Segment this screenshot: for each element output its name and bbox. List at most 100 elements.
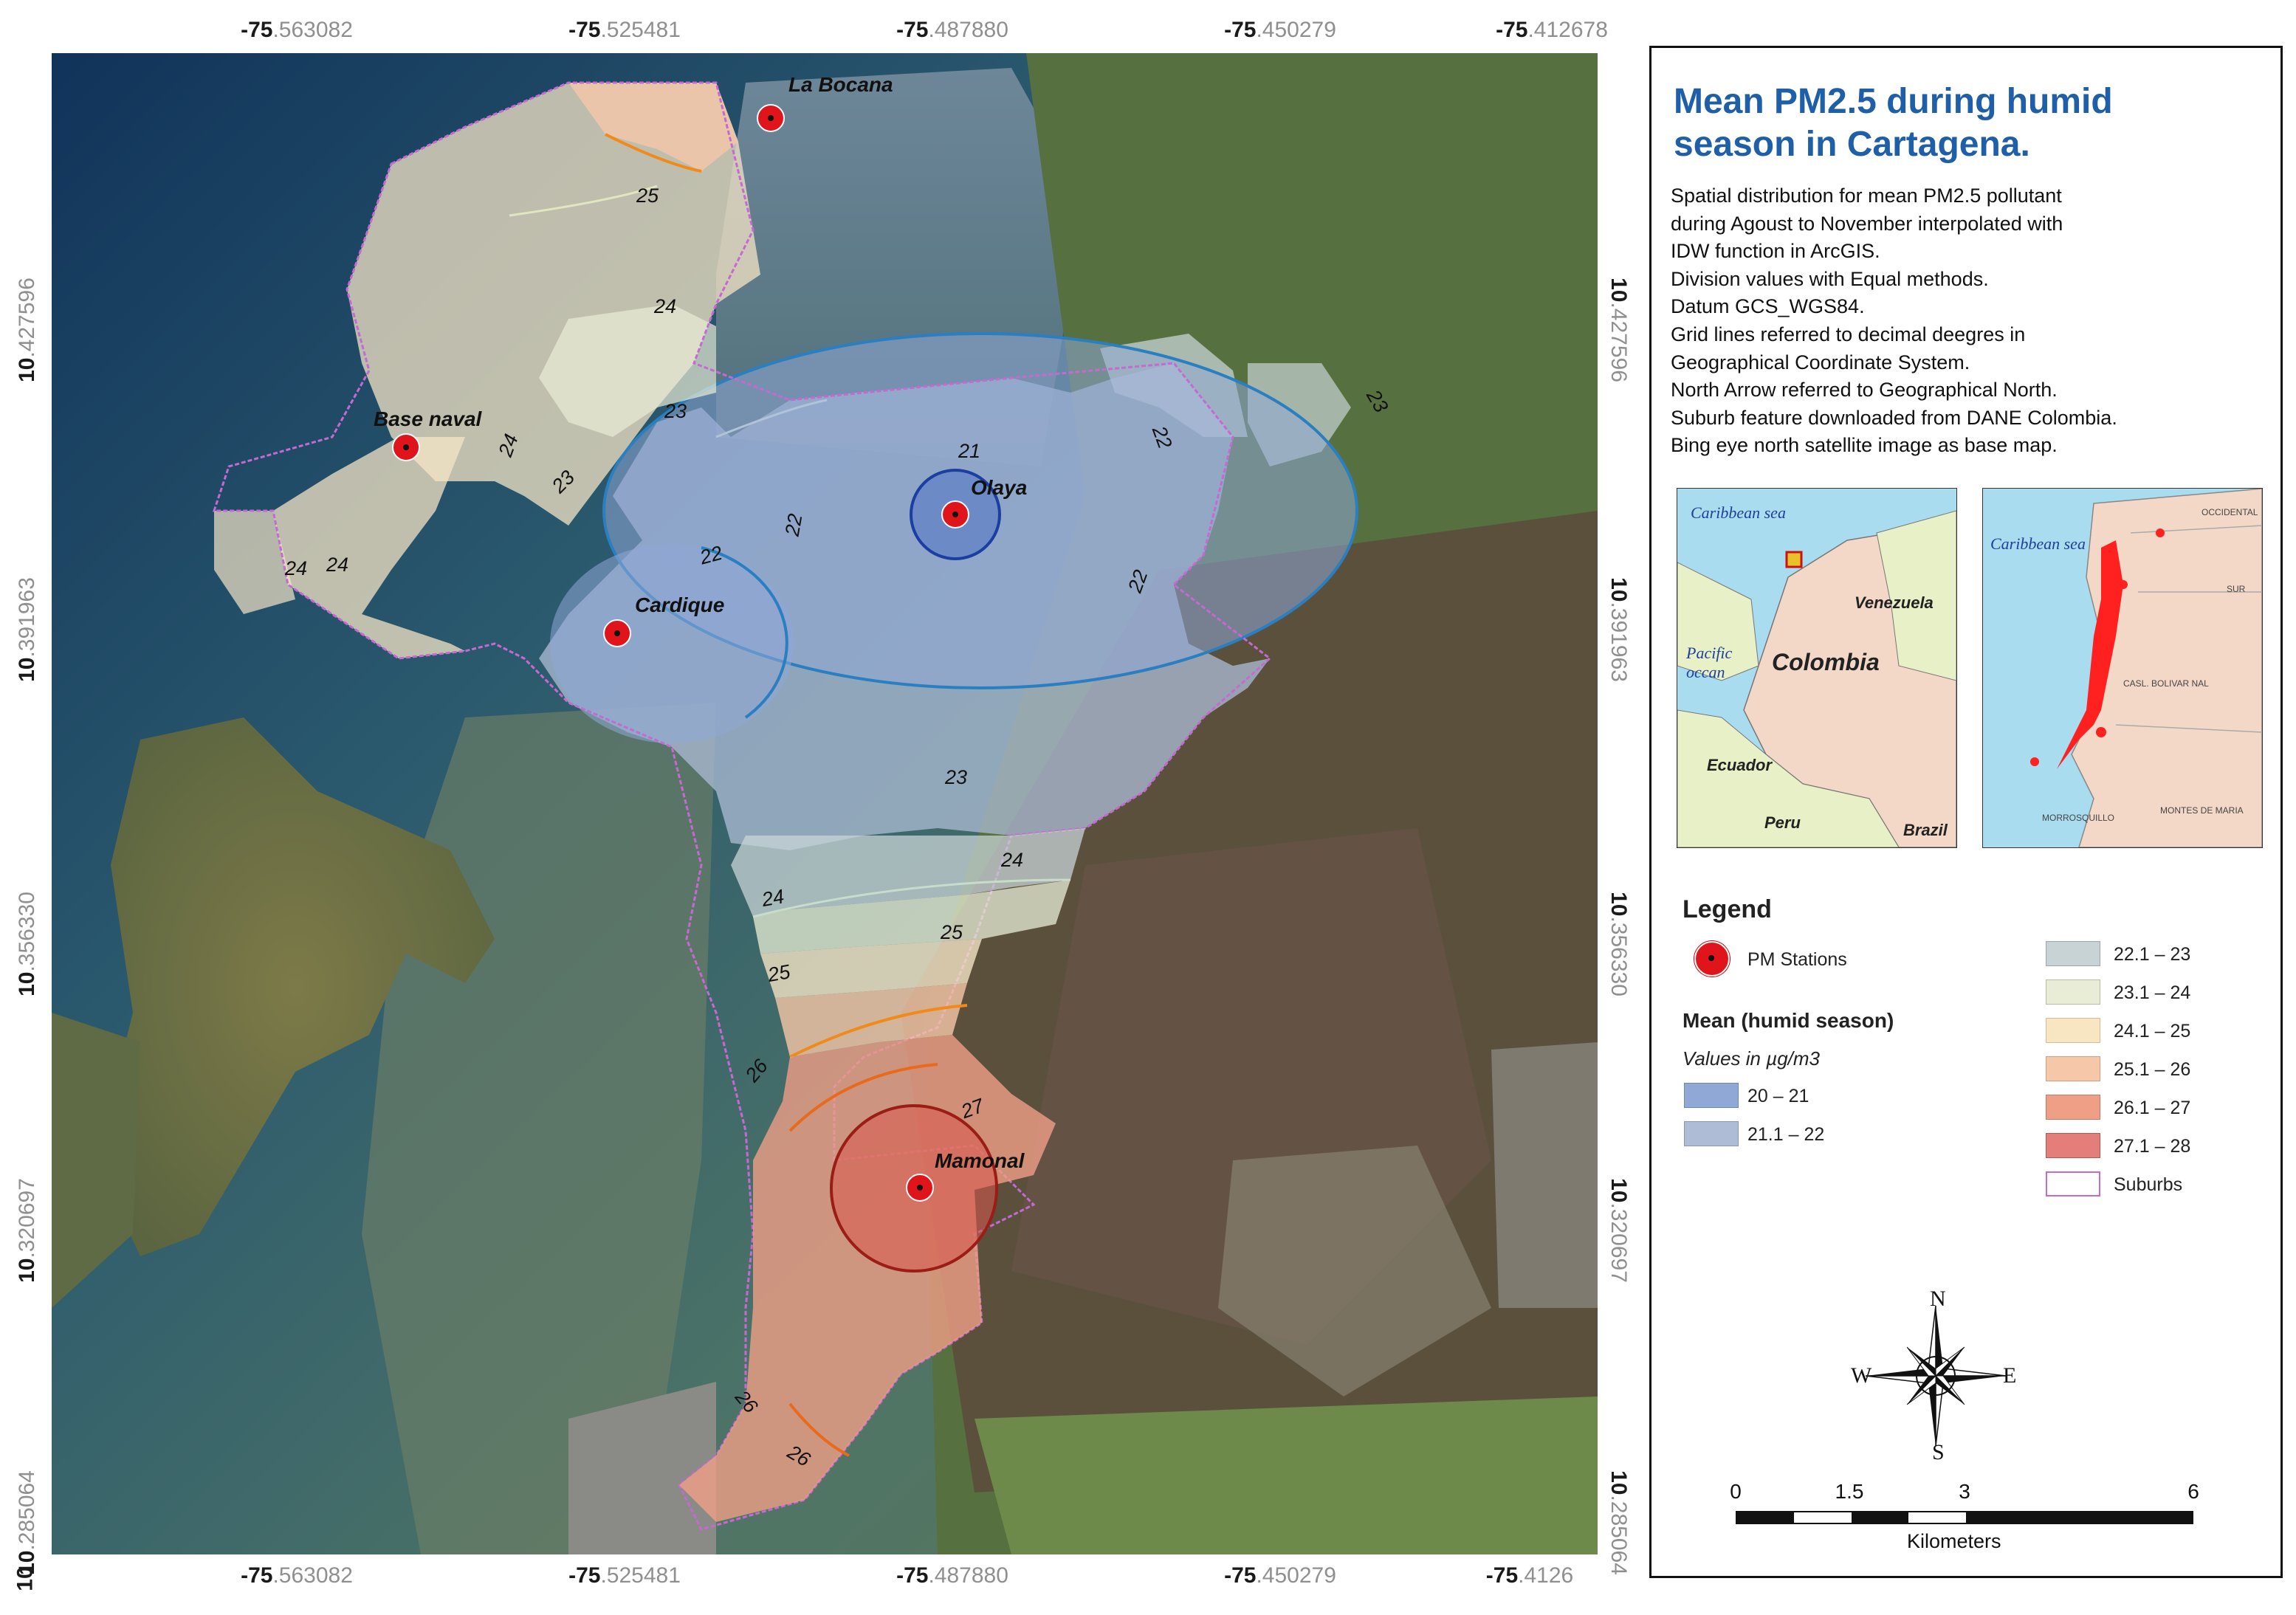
top-lon-label-2: -75.525481 (568, 18, 681, 42)
top-lon-label-5: -75.412678 (1496, 18, 1608, 42)
station-cardique[interactable]: Cardique (603, 593, 724, 647)
legend-stations-label: PM Stations (1747, 949, 1847, 970)
svg-text:Olaya: Olaya (971, 476, 1027, 499)
west-landmass (52, 1013, 140, 1308)
scale-label-0: 0 (1730, 1480, 1742, 1503)
bottom-lon-label-1: -75.563082 (241, 1563, 353, 1588)
zone-north-23 (539, 304, 716, 437)
legend-label-22-23: 22.1 – 23 (2114, 944, 2191, 965)
zone-south-23 (753, 880, 1070, 954)
svg-text:E: E (2003, 1363, 2016, 1388)
station-olaya[interactable]: Olaya (941, 476, 1027, 528)
contour-label: 24 (1000, 849, 1023, 871)
svg-text:S: S (1932, 1440, 1945, 1461)
svg-text:CASL. BOLIVAR NAL: CASL. BOLIVAR NAL (2123, 678, 2209, 689)
satellite-map[interactable]: La Bocana Base naval Olaya Cardique Mamo… (52, 53, 1598, 1554)
contour-label: 25 (636, 185, 659, 207)
svg-text:Caribbean sea: Caribbean sea (1691, 503, 1786, 522)
compass-icon: N S E W (1851, 1287, 2016, 1464)
bottom-lon-label-5: -75.4126 (1485, 1563, 1574, 1588)
east-town (1491, 1042, 1598, 1308)
legend-label-suburbs: Suburbs (2114, 1174, 2183, 1195)
svg-text:Ecuador: Ecuador (1707, 756, 1773, 774)
contour-label: 25 (766, 960, 793, 986)
legend-label-25-26: 25.1 – 26 (2114, 1059, 2191, 1080)
right-lat-label-3: 10.356330 (1606, 892, 1631, 996)
legend-swatch-26-27 (2046, 1095, 2100, 1120)
venezuela-land (1876, 510, 1956, 681)
svg-text:Colombia: Colombia (1772, 649, 1880, 675)
legend-units: Values in µg/m3 (1683, 1047, 1820, 1070)
inset-map-bolivar: Caribbean sea OCCIDENTAL SUR CASL. BOLIV… (1982, 488, 2263, 848)
top-lon-label-1: -75.563082 (241, 18, 353, 42)
zone-south-22 (731, 828, 1085, 917)
right-lat-label-1: 10.427596 (1606, 278, 1631, 382)
suburbs-outline (212, 81, 1272, 1531)
scale-label-1-5: 1.5 (1835, 1480, 1864, 1503)
tierra-bomba-island (96, 717, 495, 1256)
legend-swatch-21-22 (1684, 1121, 1739, 1146)
scale-label-6: 6 (2187, 1480, 2199, 1503)
inset-map-colombia: Caribbean sea Venezuela Pacific occan Co… (1677, 488, 1957, 848)
legend-swatch-23-24 (2046, 979, 2100, 1005)
legend-label-27-28: 27.1 – 28 (2114, 1136, 2191, 1157)
svg-text:MORROSQUILLO: MORROSQUILLO (2042, 813, 2114, 823)
svg-text:Pacific: Pacific (1685, 644, 1733, 662)
bottom-lon-label-3: -75.487880 (896, 1563, 1008, 1588)
station-la-bocana[interactable]: La Bocana (757, 73, 893, 132)
left-lat-label-2: 10.391963 (15, 577, 39, 682)
contour-25-north (605, 133, 702, 173)
map-canvas: La Bocana Base naval Olaya Cardique Mamo… (52, 53, 1598, 1554)
legend-swatch-22-23 (2046, 941, 2100, 966)
zone-south-25 (775, 983, 967, 1057)
svg-text:OCCIDENTAL: OCCIDENTAL (2202, 507, 2258, 517)
contour-label: 24 (284, 557, 307, 579)
map-description: Spatial distribution for mean PM2.5 poll… (1671, 185, 2117, 457)
svg-text:Brazil: Brazil (1903, 821, 1948, 839)
north-arrow: N S E W (1851, 1287, 2021, 1464)
legend-swatch-suburbs (2046, 1171, 2100, 1196)
scale-bar (1736, 1511, 2193, 1524)
legend-label-21-22: 21.1 – 22 (1747, 1124, 1825, 1145)
map-title: Mean PM2.5 during humid season in Cartag… (1674, 82, 2113, 164)
south-land (1677, 709, 1900, 847)
legend-mean-title: Mean (humid season) (1683, 1009, 1894, 1032)
legend-label-24-25: 24.1 – 25 (2114, 1021, 2191, 1041)
right-lat-label-2: 10.391963 (1606, 577, 1631, 682)
contour-label: 21 (958, 440, 980, 462)
contour-label: 24 (326, 554, 348, 576)
contour-label: 25 (940, 921, 963, 943)
right-lat-label-4: 10.320697 (1606, 1178, 1631, 1283)
svg-text:Mamonal: Mamonal (935, 1149, 1025, 1172)
svg-text:Venezuela: Venezuela (1855, 593, 1934, 612)
left-lat-label-4: 10.320697 (15, 1178, 39, 1283)
scale-unit: Kilometers (1907, 1530, 2001, 1552)
contour-cardique (701, 546, 788, 719)
contour-olaya-inner (910, 469, 1001, 560)
svg-text:Base naval: Base naval (374, 407, 483, 430)
legend-label-26-27: 26.1 – 27 (2114, 1098, 2191, 1118)
contour-26-south (788, 1402, 850, 1457)
contour-24-north (509, 185, 658, 217)
scale-label-3: 3 (1959, 1480, 1970, 1503)
contour-26 (788, 1063, 938, 1132)
zone-north-24 (347, 83, 760, 526)
contour-olaya-outer (602, 332, 1358, 689)
zone-north-25 (568, 83, 738, 171)
svg-text:MONTES DE MARIA: MONTES DE MARIA (2160, 805, 2244, 816)
south-fields (975, 1397, 1598, 1554)
top-lon-label-3: -75.487880 (896, 18, 1008, 42)
contour-label: 23 (664, 400, 687, 422)
zone-basenaval (273, 437, 465, 658)
legend-station-dot (1708, 955, 1714, 961)
info-panel: Mean PM2.5 during humid season in Cartag… (1649, 46, 2283, 1578)
station-mamonal[interactable]: Mamonal (906, 1149, 1025, 1202)
zone-south-24 (760, 939, 982, 998)
top-lon-label-4: -75.450279 (1224, 18, 1336, 42)
svg-text:Cardique: Cardique (635, 593, 724, 616)
svg-text:La Bocana: La Bocana (788, 73, 893, 96)
contour-23-north (715, 399, 828, 438)
station-base-naval[interactable]: Base naval (374, 407, 483, 461)
svg-text:occan: occan (1686, 663, 1725, 681)
svg-text:N: N (1930, 1291, 1946, 1311)
